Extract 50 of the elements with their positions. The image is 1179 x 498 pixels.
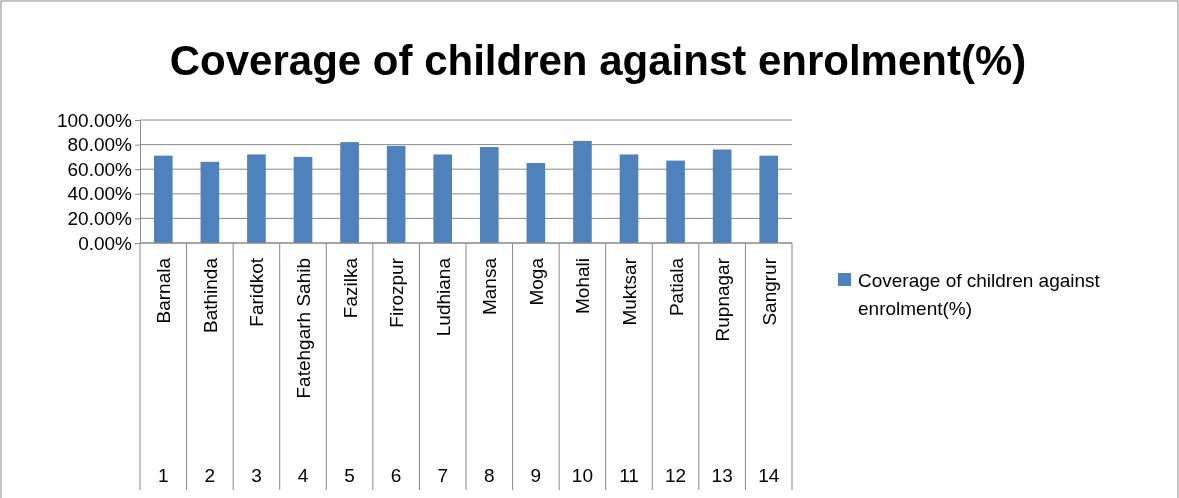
bar: [340, 142, 359, 243]
bar: [526, 163, 546, 243]
text: 7: [437, 465, 448, 486]
x-tick-label: Patiala: [665, 257, 687, 317]
text: 13: [711, 465, 733, 486]
y-tick-label: 80.00%: [67, 134, 133, 156]
text: 8: [484, 465, 495, 486]
bar: [247, 154, 266, 243]
x-tick-label: Moga: [525, 257, 547, 306]
x-tick-label: Bathinda: [199, 257, 221, 334]
bar: [200, 161, 220, 243]
bar: [386, 145, 406, 243]
x-tick-label: Firozpur: [386, 257, 408, 328]
x-tick-label: Barnala: [153, 257, 175, 324]
y-tick-label: 40.00%: [67, 183, 133, 205]
bar: [433, 154, 453, 243]
x-tick-label: Fazilka: [339, 257, 361, 319]
x-tick-label: Faridkot: [246, 257, 268, 327]
x-tick-label: Mohali: [572, 258, 594, 314]
text: 14: [758, 465, 780, 486]
text: 4: [297, 465, 309, 486]
y-tick-label: 100.00%: [56, 109, 133, 131]
bar: [712, 149, 732, 243]
bar: [573, 140, 592, 243]
bar: [759, 155, 779, 243]
bar: [293, 156, 313, 243]
text: 11: [619, 465, 639, 486]
bar: [619, 154, 639, 243]
text: 5: [344, 465, 355, 486]
text: 10: [571, 465, 593, 486]
text: 3: [251, 465, 262, 486]
x-tick-label: Muktsar: [619, 257, 640, 326]
y-tick-label: 0.00%: [78, 232, 133, 254]
text: 2: [204, 465, 216, 486]
x-tick-label: Ludhiana: [432, 257, 454, 337]
bar: [153, 155, 173, 243]
x-tick-label: Rupnagar: [712, 257, 734, 342]
legend-label: Coverage of children against enrolment(%): [858, 270, 1101, 319]
chart-title: Coverage of children against enrolment(%): [169, 37, 1027, 84]
text: 12: [665, 465, 687, 486]
bar: [666, 160, 685, 243]
x-tick-label: Mansa: [479, 257, 501, 316]
y-tick-label: 20.00%: [67, 207, 133, 229]
text: 1: [158, 465, 169, 486]
y-tick-label: 60.00%: [67, 158, 133, 180]
text: 9: [530, 465, 542, 486]
bar: [479, 147, 499, 243]
x-tick-label: Fatehgarh Sahib: [293, 258, 314, 399]
text: 6: [390, 465, 402, 486]
x-tick-label: Sangrur: [758, 257, 780, 326]
